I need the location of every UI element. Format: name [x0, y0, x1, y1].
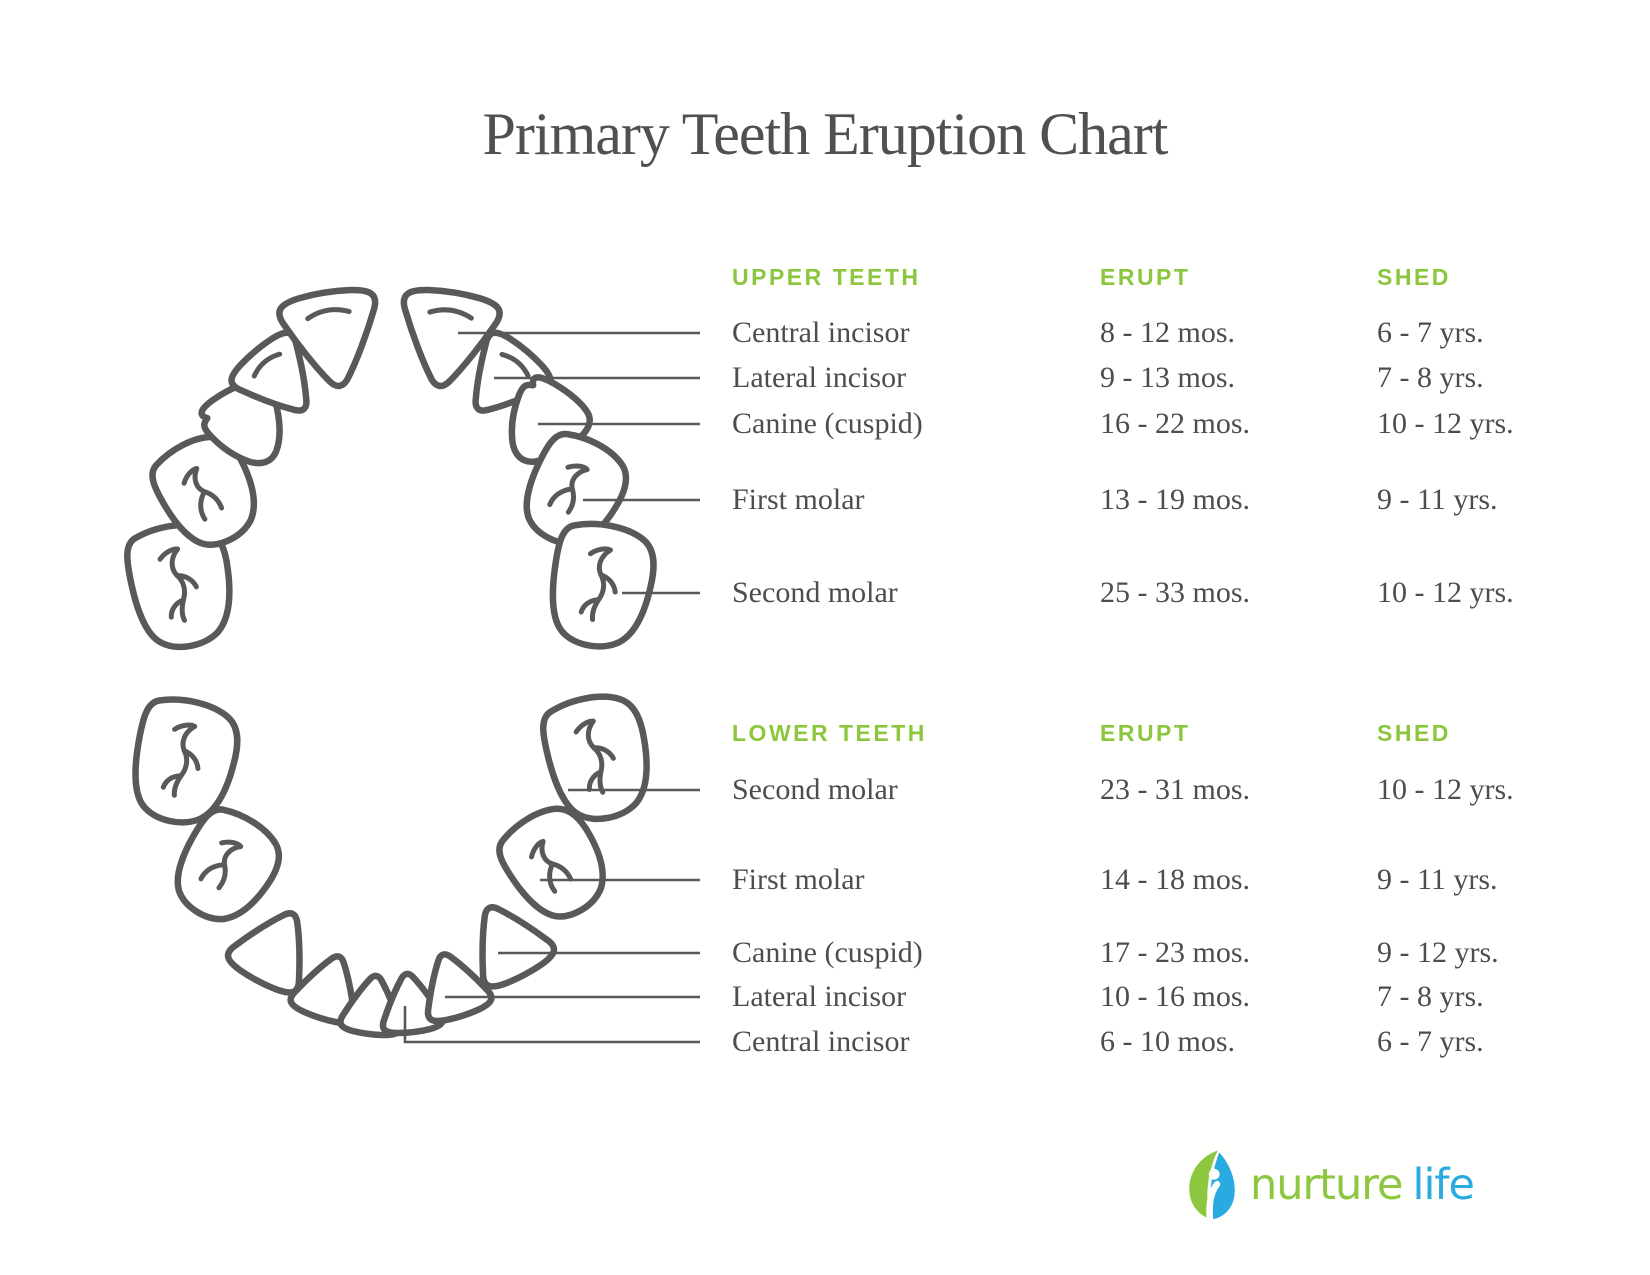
lower-erupt-column-header: ERUPT [1100, 720, 1191, 746]
logo-word-life: life [1412, 1160, 1475, 1210]
upper-teeth-column-header: UPPER TEETH [732, 264, 921, 290]
leader-line-lower-central-incisor [403, 1006, 700, 1044]
tooth-name: Canine (cuspid) [732, 936, 923, 969]
tooth-name: First molar [732, 863, 865, 896]
tooth-name: Canine (cuspid) [732, 407, 923, 440]
tooth-upper-right-second-molar [542, 518, 660, 655]
erupt-value: 25 - 33 mos. [1100, 576, 1250, 609]
tooth-name: Central incisor [732, 316, 910, 349]
shed-value: 9 - 11 yrs. [1377, 863, 1498, 896]
shed-value: 10 - 12 yrs. [1377, 576, 1514, 609]
logo-wordmark: nurture life [1250, 1148, 1475, 1222]
erupt-value: 10 - 16 mos. [1100, 980, 1250, 1013]
erupt-value: 13 - 19 mos. [1100, 483, 1250, 516]
shed-value: 7 - 8 yrs. [1377, 980, 1484, 1013]
shed-value: 6 - 7 yrs. [1377, 316, 1484, 349]
tooth-name: Central incisor [732, 1025, 910, 1058]
shed-value: 9 - 11 yrs. [1377, 483, 1498, 516]
erupt-value: 8 - 12 mos. [1100, 316, 1235, 349]
lower-shed-column-header: SHED [1377, 720, 1451, 746]
shed-value: 9 - 12 yrs. [1377, 936, 1499, 969]
tooth-name: Second molar [732, 773, 898, 806]
nurture-life-logo: nurture life [1186, 1148, 1475, 1222]
erupt-value: 23 - 31 mos. [1100, 773, 1250, 806]
tooth-name: First molar [732, 483, 865, 516]
page-title: Primary Teeth Eruption Chart [482, 101, 1169, 167]
erupt-value: 17 - 23 mos. [1100, 936, 1250, 969]
tooth-name: Second molar [732, 576, 898, 609]
tooth-name: Lateral incisor [732, 361, 907, 394]
erupt-value: 16 - 22 mos. [1100, 407, 1250, 440]
erupt-value: 9 - 13 mos. [1100, 361, 1235, 394]
erupt-value: 14 - 18 mos. [1100, 863, 1250, 896]
shed-value: 10 - 12 yrs. [1377, 773, 1514, 806]
tooth-name: Lateral incisor [732, 980, 907, 1013]
shed-value: 6 - 7 yrs. [1377, 1025, 1484, 1058]
upper-teeth-arch-diagram [122, 285, 660, 654]
lower-teeth-arch-diagram [124, 688, 659, 1037]
upper-shed-column-header: SHED [1377, 264, 1451, 290]
logo-word-nurture: nurture [1250, 1160, 1403, 1210]
upper-erupt-column-header: ERUPT [1100, 264, 1191, 290]
leader-lines [403, 331, 700, 1044]
erupt-value: 6 - 10 mos. [1100, 1025, 1235, 1058]
leaf-person-icon [1189, 1150, 1235, 1222]
shed-value: 10 - 12 yrs. [1377, 407, 1514, 440]
lower-teeth-column-header: LOWER TEETH [732, 720, 927, 746]
shed-value: 7 - 8 yrs. [1377, 361, 1484, 394]
